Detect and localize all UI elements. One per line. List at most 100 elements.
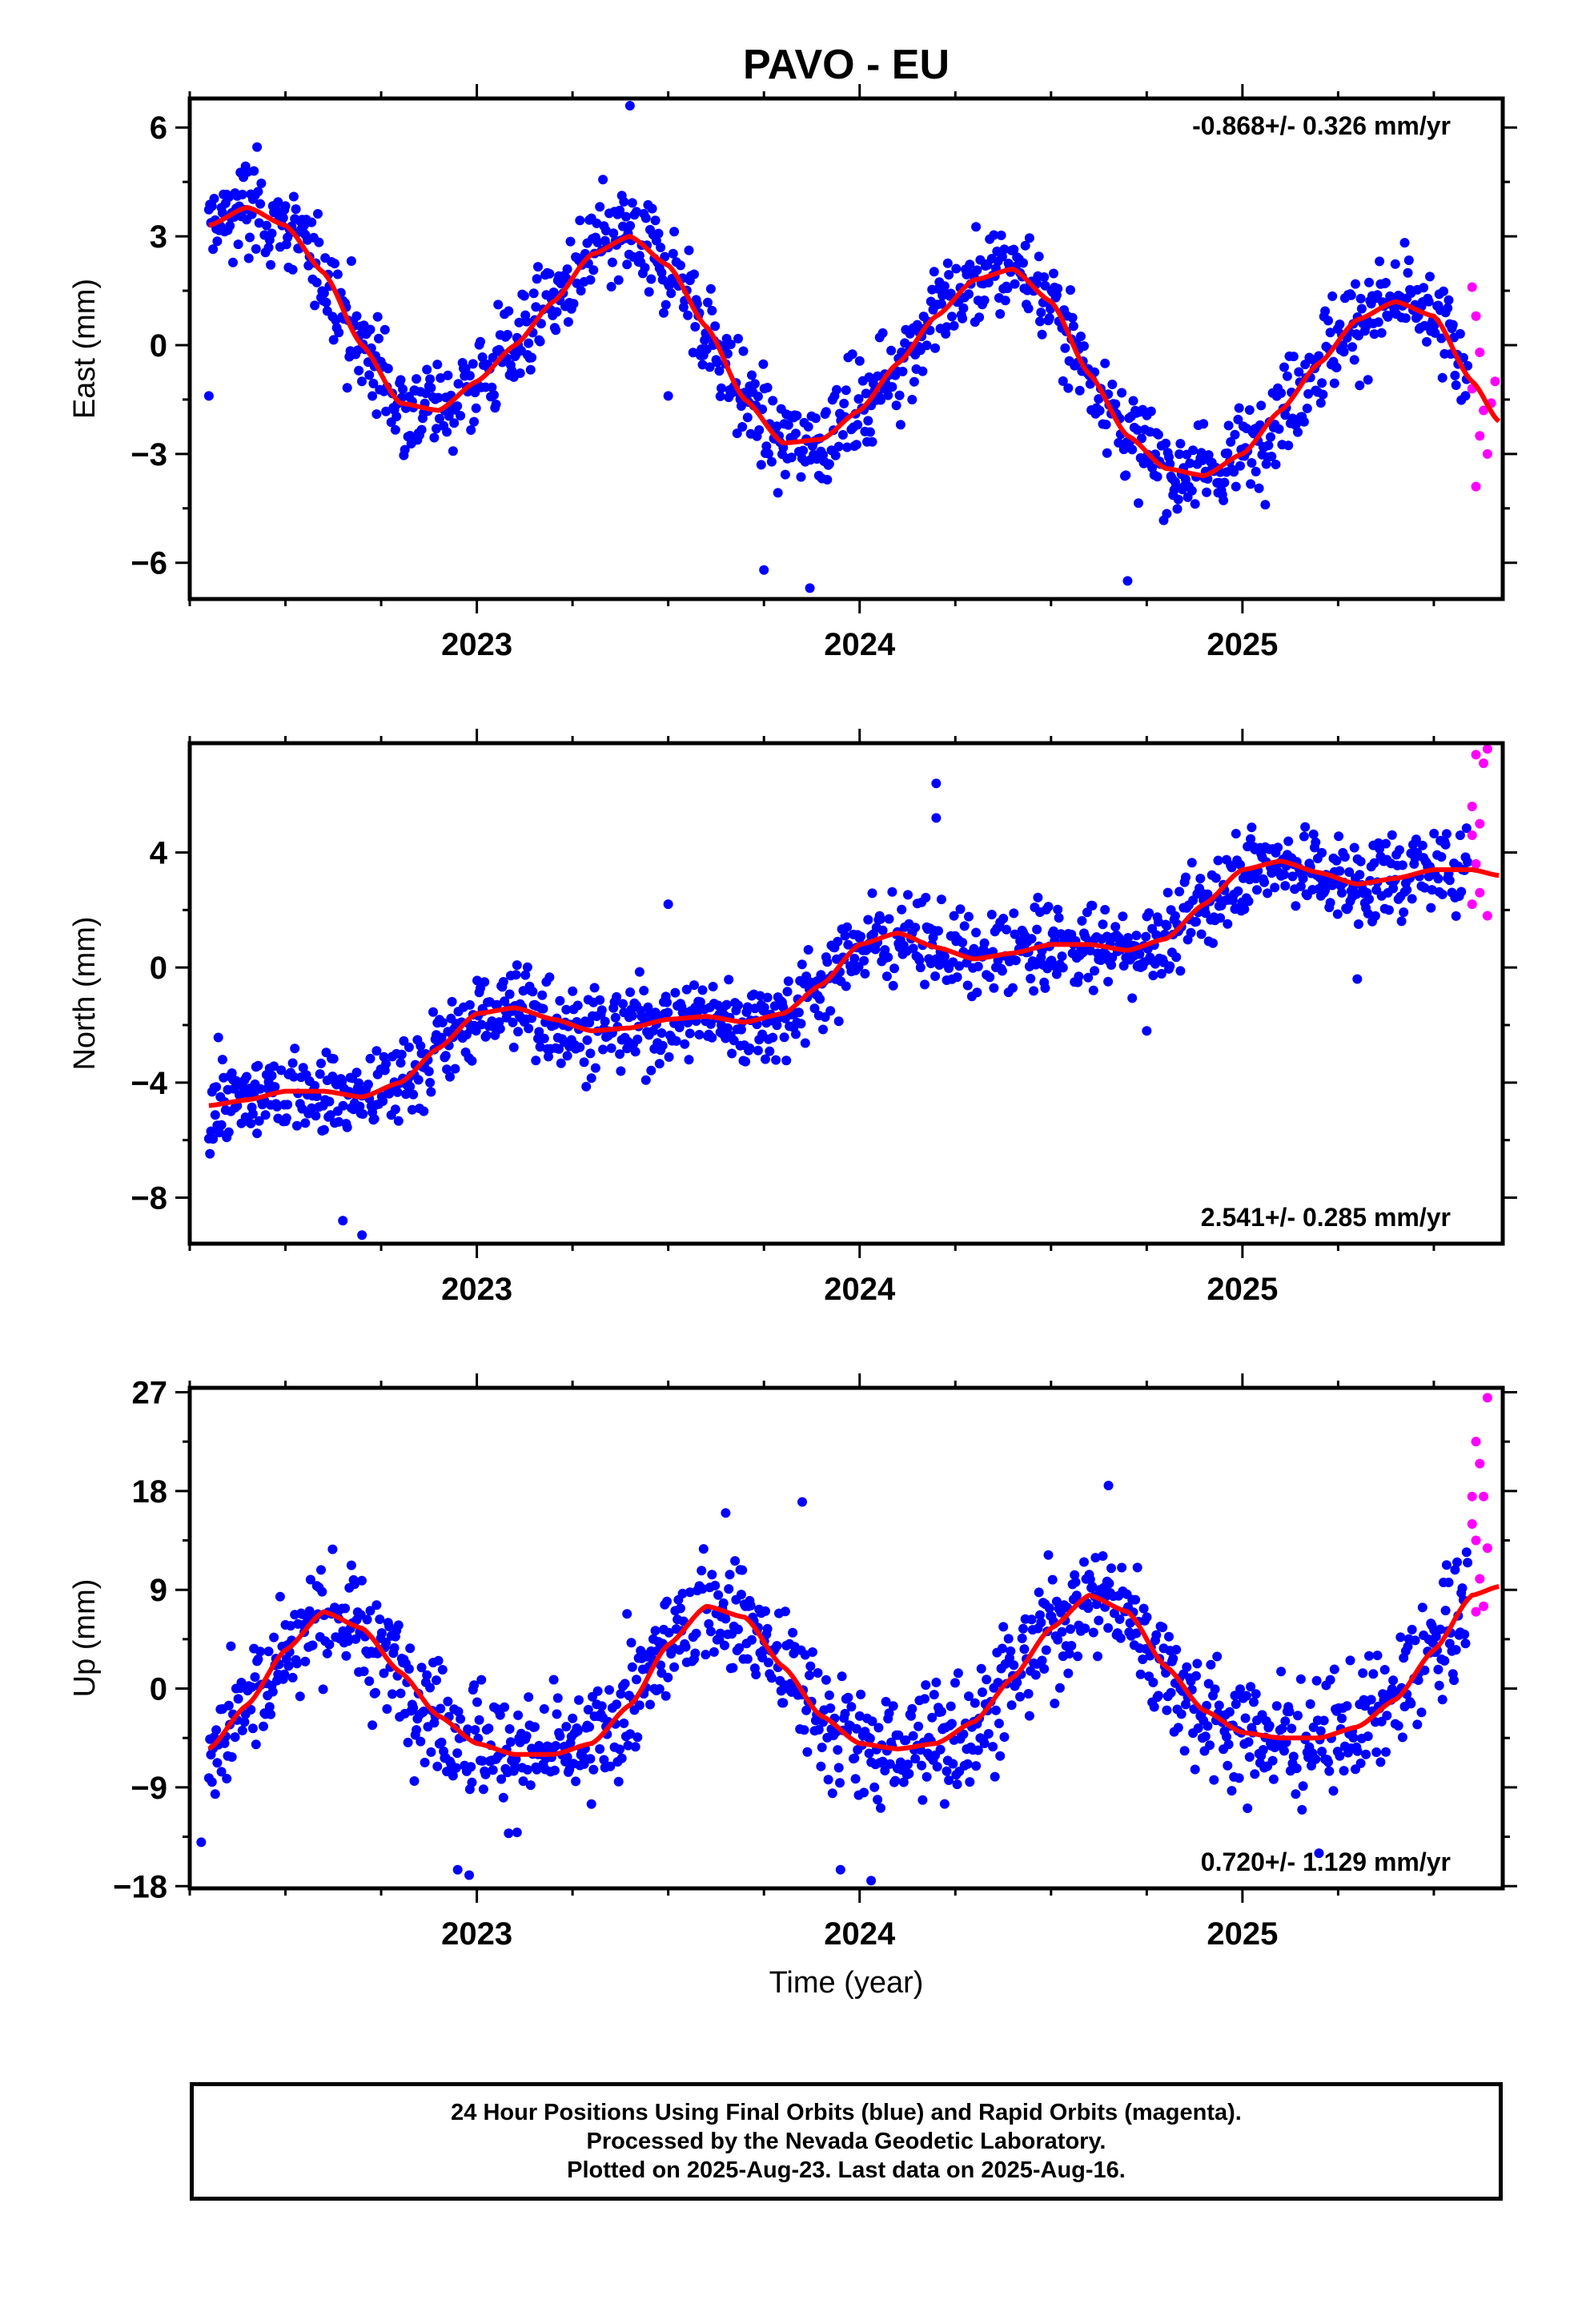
final-orbit-point bbox=[1230, 1691, 1240, 1701]
final-orbit-point bbox=[715, 391, 725, 401]
final-orbit-point bbox=[456, 411, 466, 421]
final-orbit-point bbox=[396, 1049, 407, 1059]
final-orbit-point bbox=[255, 1647, 266, 1657]
final-orbit-point bbox=[864, 1748, 874, 1759]
final-orbit-point bbox=[354, 1078, 364, 1088]
final-orbit-point bbox=[607, 257, 617, 267]
y-tick-label-up: 9 bbox=[150, 1573, 167, 1608]
final-orbit-point bbox=[1423, 296, 1434, 307]
final-orbit-point bbox=[426, 1747, 436, 1757]
rapid-orbit-point bbox=[1471, 1535, 1481, 1546]
final-orbit-point bbox=[535, 1042, 545, 1052]
final-orbit-point bbox=[759, 565, 769, 575]
final-orbit-point bbox=[634, 967, 644, 977]
final-orbit-point bbox=[233, 1694, 243, 1704]
final-orbit-point bbox=[1203, 450, 1214, 460]
final-orbit-point bbox=[1203, 1721, 1213, 1731]
final-orbit-point bbox=[1026, 1614, 1037, 1625]
final-orbit-point bbox=[1009, 244, 1019, 255]
final-orbit-point bbox=[1076, 332, 1086, 341]
final-orbit-point bbox=[303, 260, 314, 271]
final-orbit-point bbox=[1444, 1638, 1455, 1649]
final-orbit-point bbox=[1173, 494, 1183, 505]
final-orbit-point bbox=[751, 1670, 761, 1679]
x-tick-label-east: 2025 bbox=[1207, 627, 1278, 662]
final-orbit-point bbox=[1443, 303, 1453, 313]
final-orbit-point bbox=[1260, 500, 1271, 510]
final-orbit-point bbox=[498, 977, 508, 987]
final-orbit-point bbox=[1288, 1751, 1299, 1762]
plot-frame-north bbox=[187, 741, 1505, 1246]
final-orbit-point bbox=[1223, 1739, 1234, 1750]
final-orbit-point bbox=[400, 444, 410, 455]
final-orbit-point bbox=[1074, 385, 1085, 396]
final-orbit-point bbox=[1433, 1664, 1443, 1675]
fit-curve-east bbox=[208, 204, 1501, 478]
final-orbit-point bbox=[1153, 917, 1163, 927]
final-orbit-point bbox=[440, 1051, 451, 1061]
final-orbit-point bbox=[854, 1711, 865, 1721]
final-orbit-point bbox=[1164, 1631, 1174, 1642]
final-orbit-point bbox=[991, 1705, 1001, 1715]
final-orbit-point bbox=[1036, 1618, 1046, 1628]
final-orbit-point bbox=[287, 264, 298, 275]
final-orbit-point bbox=[1373, 317, 1383, 328]
final-orbit-point bbox=[1235, 460, 1245, 471]
final-orbit-point bbox=[448, 446, 458, 456]
final-orbit-point bbox=[761, 441, 772, 452]
final-orbit-point bbox=[736, 1590, 746, 1600]
final-orbit-point bbox=[972, 265, 982, 275]
x-tick-label-up: 2025 bbox=[1207, 1916, 1278, 1952]
final-orbit-point bbox=[522, 962, 532, 972]
final-orbit-point bbox=[368, 378, 379, 388]
final-orbit-point bbox=[532, 274, 542, 284]
final-orbit-point bbox=[210, 1110, 220, 1120]
final-orbit-point bbox=[868, 379, 878, 388]
final-orbit-point bbox=[252, 142, 263, 152]
final-orbit-point bbox=[689, 269, 699, 279]
final-orbit-point bbox=[741, 1056, 751, 1067]
final-orbit-point bbox=[255, 199, 266, 209]
final-orbit-point bbox=[324, 1639, 335, 1650]
final-orbit-point bbox=[763, 1658, 773, 1667]
final-orbit-point bbox=[278, 213, 288, 223]
final-orbit-point bbox=[524, 338, 534, 348]
final-orbit-point bbox=[656, 1028, 667, 1038]
final-orbit-point bbox=[610, 1012, 620, 1023]
final-orbit-point bbox=[1168, 1654, 1178, 1664]
final-orbit-point bbox=[1323, 316, 1333, 326]
final-orbit-point bbox=[561, 1722, 572, 1732]
final-orbit-point bbox=[1327, 291, 1338, 301]
final-orbit-point bbox=[973, 1745, 983, 1755]
final-orbit-point bbox=[1127, 444, 1138, 455]
final-orbit-point bbox=[1331, 363, 1342, 372]
final-orbit-point bbox=[1329, 1664, 1339, 1675]
final-orbit-point bbox=[732, 428, 742, 439]
final-orbit-point bbox=[211, 1082, 222, 1092]
final-orbit-point bbox=[876, 395, 885, 405]
final-orbit-point bbox=[952, 1779, 962, 1790]
final-orbit-point bbox=[466, 1762, 476, 1772]
final-orbit-point bbox=[783, 976, 793, 987]
final-orbit-point bbox=[1223, 448, 1233, 458]
final-orbit-point bbox=[434, 413, 444, 424]
final-orbit-point bbox=[1264, 1720, 1275, 1731]
y-tick-label-east: −3 bbox=[130, 437, 167, 472]
final-orbit-point bbox=[936, 895, 946, 905]
final-orbit-point bbox=[1463, 857, 1473, 867]
final-orbit-point bbox=[528, 987, 538, 997]
final-orbit-point bbox=[562, 1051, 572, 1061]
final-orbit-point bbox=[599, 1755, 609, 1765]
final-orbit-point bbox=[1039, 272, 1050, 282]
final-orbit-point bbox=[1035, 316, 1045, 327]
rapid-orbit-point bbox=[1482, 448, 1492, 459]
final-orbit-point bbox=[710, 321, 721, 332]
final-orbit-point bbox=[1325, 328, 1335, 338]
final-orbit-point bbox=[733, 1000, 743, 1011]
final-orbit-point bbox=[824, 459, 834, 469]
final-orbit-point bbox=[307, 1103, 317, 1113]
final-orbit-point bbox=[253, 187, 263, 197]
final-orbit-point bbox=[393, 1620, 404, 1630]
final-orbit-point bbox=[835, 1864, 845, 1875]
final-orbit-point bbox=[1128, 396, 1138, 406]
